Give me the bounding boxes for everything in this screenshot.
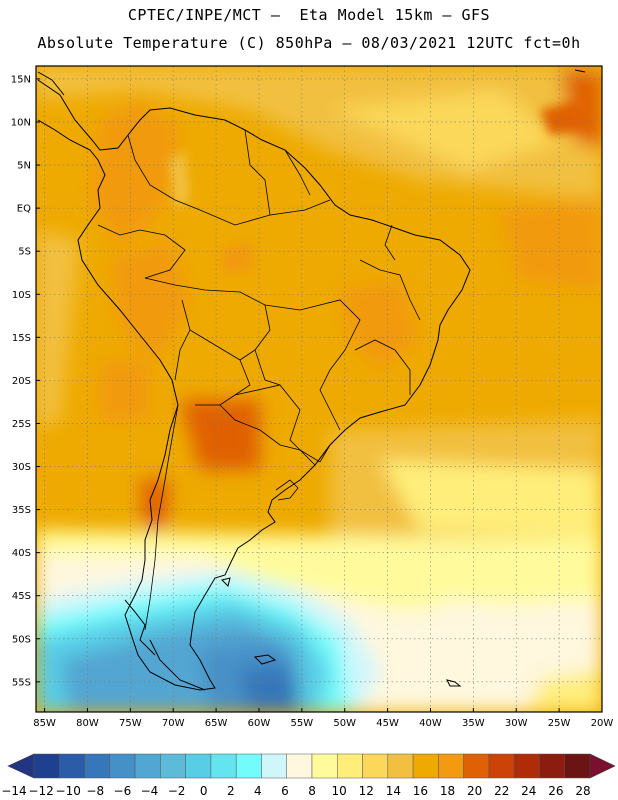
temperature-field bbox=[36, 66, 602, 712]
colorbar-swatch bbox=[33, 753, 60, 779]
lat-tick-label: 10N bbox=[11, 117, 31, 128]
lat-tick-label: 20S bbox=[12, 376, 31, 387]
lat-tick-label: 40S bbox=[12, 548, 31, 559]
colorbar-label: −2 bbox=[168, 784, 186, 798]
map-title-line-2: Absolute Temperature (C) 850hPa – 08/03/… bbox=[37, 34, 581, 52]
lon-tick-label: 45W bbox=[376, 718, 399, 729]
colorbar-label: 28 bbox=[575, 784, 590, 798]
lat-tick-label: 25S bbox=[12, 419, 31, 430]
lat-tick-label: 10S bbox=[12, 290, 31, 301]
lon-tick-label: 60W bbox=[248, 718, 271, 729]
colorbar-label: 14 bbox=[386, 784, 401, 798]
lat-tick-label: 30S bbox=[12, 462, 31, 473]
colorbar-swatch bbox=[412, 753, 439, 779]
lat-tick-label: 5S bbox=[18, 247, 31, 258]
lat-tick-label: 45S bbox=[12, 591, 31, 602]
lon-tick-label: 35W bbox=[462, 718, 485, 729]
lon-tick-label: 30W bbox=[505, 718, 528, 729]
map-title-line-1: CPTEC/INPE/MCT – Eta Model 15km – GFS bbox=[127, 6, 491, 24]
colorbar-min-arrow bbox=[7, 753, 35, 779]
colorbar-label: 12 bbox=[359, 784, 374, 798]
colorbar-swatch bbox=[311, 753, 338, 779]
colorbar-label: −10 bbox=[56, 784, 81, 798]
longitude-tick-labels: 85W 80W 75W 70W 65W 60W 55W 50W 45W 40W 35W 30W 25W 2… bbox=[33, 708, 613, 729]
lon-tick-label: 65W bbox=[205, 718, 228, 729]
colorbar-swatch bbox=[109, 753, 136, 779]
colorbar-swatch bbox=[286, 753, 313, 779]
lon-tick-label: 40W bbox=[419, 718, 442, 729]
lat-tick-label: 15S bbox=[12, 333, 31, 344]
colorbar-swatch bbox=[539, 753, 565, 779]
colorbar-swatch bbox=[387, 753, 414, 779]
colorbar-swatch bbox=[160, 753, 186, 779]
colorbar-label: 10 bbox=[332, 784, 347, 798]
lon-tick-label: 55W bbox=[291, 718, 314, 729]
colorbar-label: 22 bbox=[494, 784, 509, 798]
temperature-colorbar: −14 −12 −10 −8 −6 −4 −2 0 2 4 6 8 10 12 14 16 18 20 22 24 26… bbox=[1, 753, 616, 798]
colorbar-label: −8 bbox=[86, 784, 104, 798]
colorbar-swatch bbox=[564, 753, 591, 779]
colorbar-label: 16 bbox=[413, 784, 428, 798]
colorbar-swatch bbox=[488, 753, 515, 779]
colorbar-swatch bbox=[210, 753, 237, 779]
lat-tick-label: 15N bbox=[11, 74, 31, 85]
colorbar-swatch bbox=[84, 753, 111, 779]
colorbar-swatch bbox=[463, 753, 490, 779]
lon-tick-label: 85W bbox=[33, 718, 56, 729]
colorbar-swatch bbox=[438, 753, 464, 779]
coastlines bbox=[37, 69, 586, 691]
colorbar-swatch bbox=[235, 753, 262, 779]
colorbar-label: 4 bbox=[254, 784, 262, 798]
colorbar-label: 26 bbox=[548, 784, 563, 798]
colorbar-swatch bbox=[337, 753, 363, 779]
country-borders bbox=[97, 129, 421, 631]
lat-tick-label: 35S bbox=[12, 505, 31, 516]
colorbar-label: 24 bbox=[521, 784, 536, 798]
colorbar-swatch bbox=[362, 753, 389, 779]
colorbar-swatch bbox=[513, 753, 540, 779]
lat-tick-label: EQ bbox=[17, 204, 31, 215]
lon-tick-label: 75W bbox=[119, 718, 142, 729]
colorbar-swatch bbox=[134, 753, 161, 779]
latitude-tick-labels: 15N 10N 5N EQ 5S 10S 15S 20S 25S 30S 35S 40S 45S 50S 5… bbox=[11, 74, 40, 688]
lon-tick-label: 80W bbox=[76, 718, 99, 729]
colorbar-label: 8 bbox=[308, 784, 316, 798]
lon-tick-label: 20W bbox=[591, 718, 614, 729]
colorbar-swatch bbox=[185, 753, 212, 779]
colorbar-label: 2 bbox=[227, 784, 235, 798]
lat-tick-label: 5N bbox=[17, 161, 31, 172]
lon-tick-label: 25W bbox=[548, 718, 571, 729]
colorbar-label: −6 bbox=[114, 784, 132, 798]
map-frame bbox=[35, 65, 603, 713]
lon-tick-label: 70W bbox=[162, 718, 185, 729]
lon-tick-label: 50W bbox=[333, 718, 356, 729]
colorbar-label: −12 bbox=[28, 784, 53, 798]
colorbar-label: 18 bbox=[440, 784, 455, 798]
colorbar-label: −4 bbox=[141, 784, 159, 798]
lat-tick-label: 55S bbox=[12, 677, 31, 688]
colorbar-max-arrow bbox=[589, 753, 616, 779]
colorbar-label: 6 bbox=[281, 784, 289, 798]
lat-tick-label: 50S bbox=[12, 634, 31, 645]
colorbar-label: 0 bbox=[200, 784, 208, 798]
colorbar-swatch bbox=[261, 753, 287, 779]
colorbar-label: 20 bbox=[467, 784, 482, 798]
colorbar-swatch bbox=[59, 753, 85, 779]
colorbar-label: −14 bbox=[1, 784, 26, 798]
